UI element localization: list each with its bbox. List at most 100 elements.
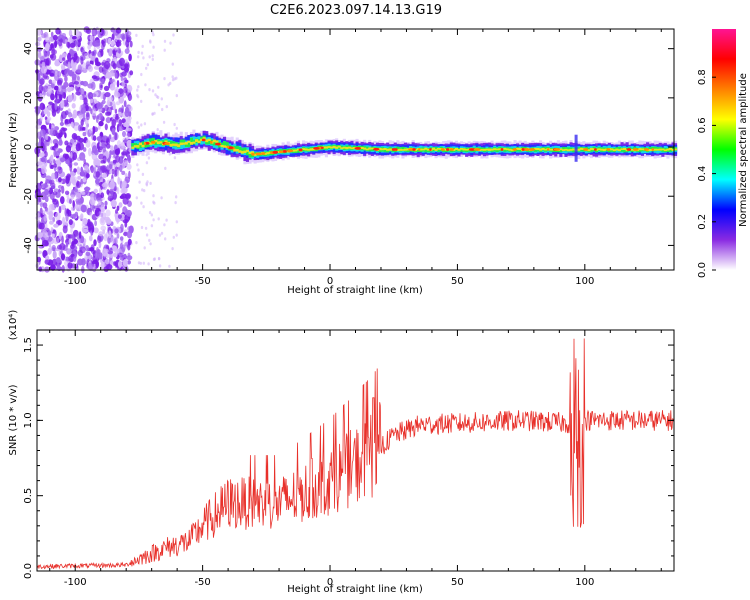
noise-dot (53, 223, 59, 228)
noise-dot (64, 132, 67, 139)
noise-dot (61, 185, 65, 194)
ridge-band-segment (434, 148, 438, 151)
snr-panel: -100 -50 0 50 100 0.0 0.5 1.0 1.5 Height of stra… (8, 310, 675, 595)
noise-dot (119, 236, 124, 241)
noise-dot (140, 225, 144, 230)
noise-dot (109, 180, 115, 190)
noise-dot (70, 226, 73, 234)
noise-dot (137, 85, 140, 89)
noise-dot (97, 136, 102, 141)
noise-dot (58, 30, 62, 36)
colorbar-ticks: 0.0 0.2 0.4 0.6 0.8 (697, 69, 716, 278)
noise-dot (100, 216, 105, 224)
spectrogram-xlabel: Height of straight line (km) (287, 285, 423, 296)
noise-dot (117, 176, 121, 185)
noise-dot (82, 228, 89, 233)
noise-dot (124, 63, 129, 68)
ridge-band-segment (505, 148, 509, 151)
noise-dot (122, 259, 128, 267)
noise-dot (156, 128, 159, 132)
noise-dot (114, 228, 119, 234)
noise-dot (58, 54, 64, 63)
noise-dot (36, 232, 43, 239)
noise-dot (101, 99, 106, 105)
ridge-peak (449, 148, 455, 151)
ridge-band-segment (368, 147, 372, 150)
ridge-band-segment (365, 148, 369, 151)
noise-dot (91, 225, 95, 233)
noise-dot (41, 230, 48, 238)
ridge-band-segment (179, 141, 183, 149)
ridge-peak (201, 138, 206, 142)
colorbar-tick-label: 0.6 (697, 117, 708, 133)
ridge-band-segment (437, 148, 441, 150)
noise-dot (97, 235, 102, 244)
ridge-band-segment (202, 137, 206, 140)
ridge-band-segment (663, 149, 667, 152)
ridge-band-segment (248, 151, 252, 154)
noise-dot (73, 81, 79, 85)
noise-dot (49, 123, 52, 130)
noise-dot (175, 195, 178, 199)
noise-dot (82, 131, 87, 137)
noise-dot (71, 103, 76, 109)
ridge-band-segment (577, 148, 581, 151)
noise-dot (60, 253, 66, 261)
noise-dot (90, 93, 97, 98)
noise-dot (140, 99, 143, 103)
ridge-band-segment (490, 148, 494, 151)
noise-dot (70, 244, 75, 250)
noise-dot (108, 48, 113, 57)
noise-dot (37, 51, 42, 59)
ridge-band-segment (516, 147, 520, 150)
noise-dot (105, 244, 110, 250)
noise-dot (171, 247, 174, 251)
noise-dot (102, 145, 107, 153)
ridge-band-segment (533, 148, 537, 152)
noise-dot (95, 261, 99, 268)
noise-dot (163, 48, 166, 52)
noise-dot (35, 106, 41, 115)
ridge-band-segment (602, 148, 606, 151)
noise-dot (50, 31, 54, 38)
noise-dot (113, 261, 116, 266)
noise-dot (75, 69, 82, 74)
noise-dot (119, 242, 123, 250)
ridge-band-segment (460, 148, 464, 150)
noise-dot (104, 200, 108, 206)
ridge-peak (143, 142, 147, 146)
noise-dot (94, 210, 100, 217)
noise-dot (163, 77, 166, 81)
noise-dot (61, 85, 66, 90)
noise-dot (97, 200, 102, 206)
noise-dot (45, 210, 51, 214)
noise-dot (145, 233, 149, 237)
ridge-band-segment (215, 140, 219, 143)
noise-dot (83, 97, 88, 105)
noise-dot (121, 104, 124, 114)
noise-dot (163, 39, 167, 43)
ridge-band-segment (189, 142, 193, 145)
noise-dot (62, 57, 66, 61)
ridge-band-segment (200, 138, 204, 141)
noise-dot (175, 233, 178, 237)
noise-dot (171, 78, 175, 82)
noise-dot (52, 216, 56, 223)
noise-dot (76, 76, 80, 81)
ridge-band-segment (579, 147, 583, 150)
ridge-peak (313, 147, 320, 150)
ridge-band-segment (131, 146, 135, 149)
noise-dot (150, 213, 153, 217)
noise-dot (58, 205, 62, 214)
noise-dot (153, 257, 156, 261)
noise-dot (70, 151, 73, 159)
noise-dot (116, 80, 120, 88)
ridge-band-segment (309, 148, 313, 151)
noise-dot (72, 109, 78, 119)
noise-dot (58, 139, 63, 146)
noise-dot (49, 54, 54, 59)
noise-dot (68, 29, 73, 37)
noise-dot (175, 220, 178, 224)
noise-dot (102, 155, 107, 164)
noise-dot (115, 154, 120, 163)
